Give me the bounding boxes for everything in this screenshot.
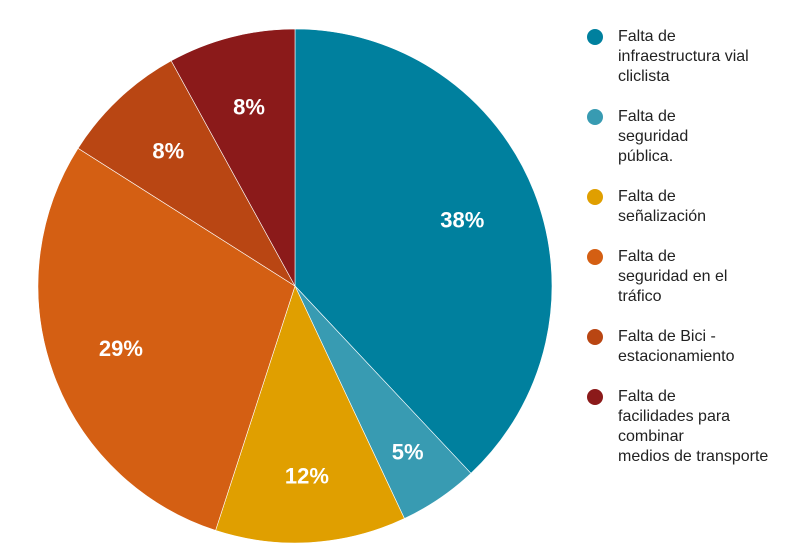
legend-label: Falta de infraestructura vial cliclista [618,28,749,85]
legend-item: Falta de Bici - estacionamiento [587,327,735,367]
legend-item: Falta de facilidades para combinar medio… [587,387,768,467]
slice-data-label: 29% [99,336,143,361]
legend-label: Falta de señalización [618,188,707,225]
legend-label: Falta de Bici - estacionamiento [618,328,735,365]
legend-swatch [587,249,603,265]
pie-slice [294,28,553,474]
legend-item: Falta de infraestructura vial cliclista [587,27,749,87]
legend-item: Falta de señalización [587,187,706,227]
legend-label: Falta de facilidades para combinar medio… [618,388,769,465]
pie-chart: 38% 5% 12% 29% 8% 8% [37,28,553,544]
legend-swatch [587,389,603,405]
slice-data-label: 12% [285,463,329,488]
slice-data-label: 8% [233,94,265,119]
legend-swatch [587,329,603,345]
legend-label: Falta de seguridad pública. [618,108,689,165]
pie-slice [170,28,296,287]
slice-data-label: 8% [152,139,184,164]
pie-slice [37,147,296,531]
legend-item: Falta de seguridad en el tráfico [587,247,727,307]
slice-data-label: 38% [440,207,484,232]
legend-swatch [587,29,603,45]
pie-slice [215,285,405,544]
legend-item: Falta de seguridad pública. [587,107,688,167]
legend-swatch [587,109,603,125]
legend-swatch [587,189,603,205]
slice-data-label: 5% [392,439,424,464]
pie-slice [77,60,296,287]
legend-label: Falta de seguridad en el tráfico [618,248,728,305]
